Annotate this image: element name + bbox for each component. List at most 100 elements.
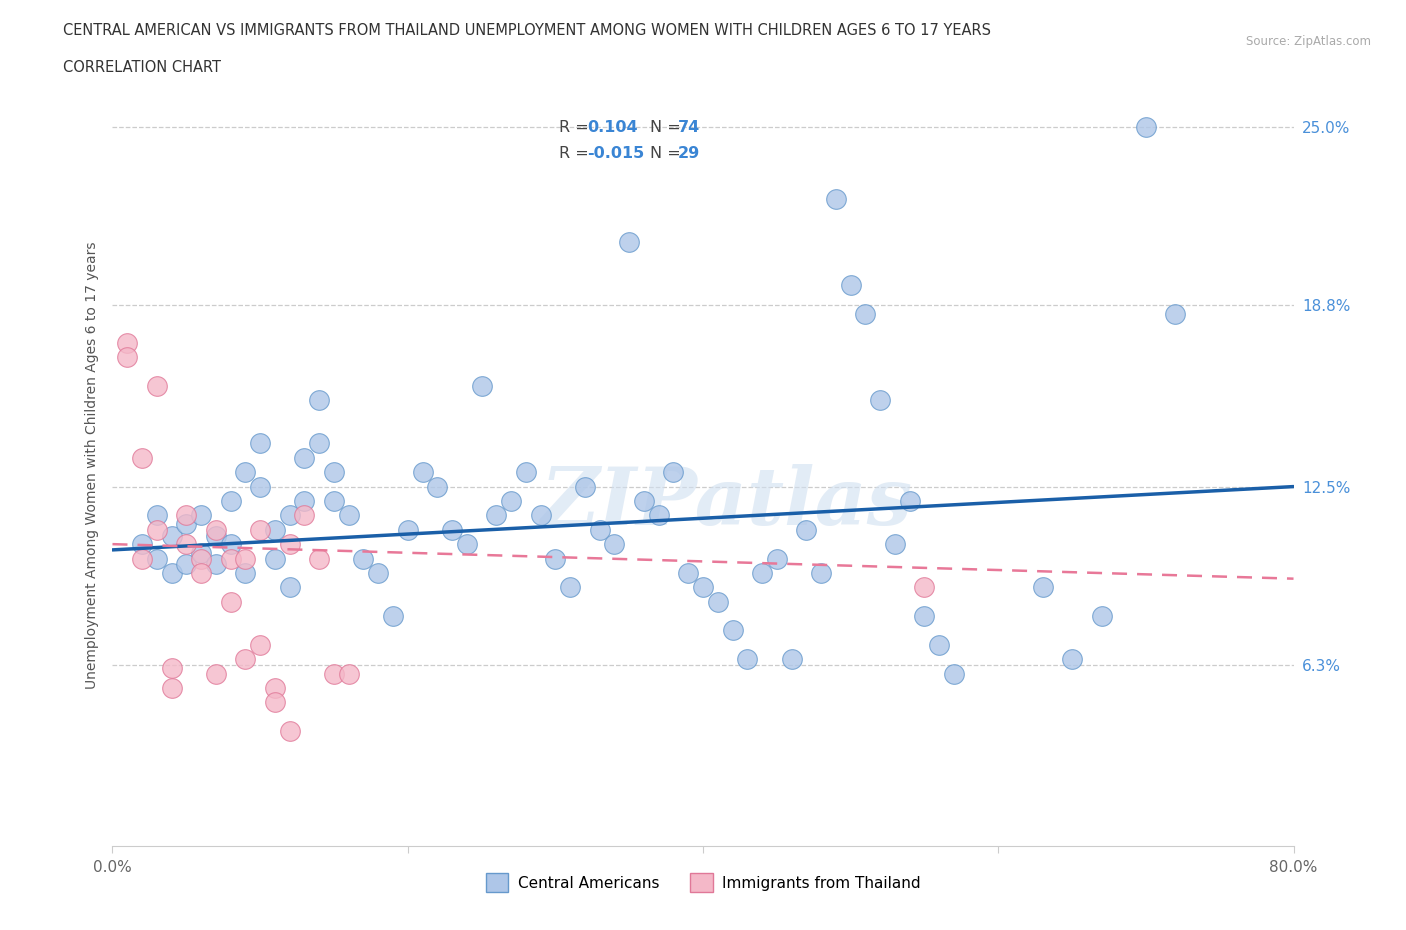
Point: [190, 565, 212, 580]
Point: [928, 637, 950, 652]
Point: [190, 508, 212, 523]
Point: [914, 580, 936, 595]
Point: [706, 594, 728, 609]
Point: [898, 494, 921, 509]
Point: [323, 666, 346, 681]
Point: [737, 652, 759, 667]
Point: [456, 537, 478, 551]
Point: [233, 465, 256, 480]
Point: [205, 528, 228, 543]
Text: -0.015: -0.015: [588, 146, 644, 162]
Point: [810, 565, 832, 580]
Point: [647, 508, 671, 523]
Point: [205, 666, 228, 681]
Point: [174, 508, 197, 523]
Point: [574, 479, 596, 494]
Point: [1091, 608, 1114, 623]
Point: [233, 652, 256, 667]
Point: [249, 436, 271, 451]
Point: [692, 580, 714, 595]
Point: [190, 551, 212, 566]
Point: [219, 537, 242, 551]
Text: N =: N =: [650, 120, 686, 136]
Point: [337, 666, 360, 681]
Point: [160, 565, 183, 580]
Point: [603, 537, 626, 551]
Point: [219, 551, 242, 566]
Point: [233, 565, 256, 580]
Point: [292, 494, 315, 509]
Text: Source: ZipAtlas.com: Source: ZipAtlas.com: [1246, 35, 1371, 48]
Text: N =: N =: [650, 146, 686, 162]
Point: [264, 681, 287, 696]
Point: [1164, 307, 1187, 322]
Point: [278, 537, 301, 551]
Point: [426, 479, 449, 494]
Point: [190, 545, 212, 560]
Point: [278, 580, 301, 595]
Point: [174, 516, 197, 531]
Point: [588, 523, 610, 538]
Point: [131, 450, 153, 465]
Point: [264, 551, 287, 566]
Point: [396, 523, 419, 538]
Point: [249, 479, 271, 494]
Point: [146, 379, 169, 393]
Point: [914, 608, 936, 623]
Text: ZIPatlas: ZIPatlas: [540, 464, 912, 542]
Y-axis label: Unemployment Among Women with Children Ages 6 to 17 years: Unemployment Among Women with Children A…: [84, 241, 98, 689]
Point: [292, 450, 315, 465]
Point: [824, 192, 846, 206]
Point: [485, 508, 508, 523]
Point: [219, 494, 242, 509]
Text: R =: R =: [560, 120, 593, 136]
Point: [174, 557, 197, 572]
Point: [839, 278, 862, 293]
Point: [278, 724, 301, 738]
Point: [411, 465, 433, 480]
Point: [633, 494, 655, 509]
Point: [146, 551, 169, 566]
Point: [308, 551, 330, 566]
Point: [117, 335, 138, 350]
Point: [796, 523, 818, 538]
Point: [205, 523, 228, 538]
Point: [470, 379, 494, 393]
Point: [558, 580, 582, 595]
Point: [544, 551, 567, 566]
Point: [780, 652, 803, 667]
Text: 29: 29: [678, 146, 700, 162]
Point: [160, 681, 183, 696]
Point: [619, 234, 641, 249]
Text: 0.104: 0.104: [588, 120, 638, 136]
Point: [337, 508, 360, 523]
Point: [367, 565, 389, 580]
Point: [292, 508, 315, 523]
Point: [501, 494, 523, 509]
Point: [308, 436, 330, 451]
Text: 74: 74: [678, 120, 700, 136]
Point: [160, 528, 183, 543]
Point: [1062, 652, 1084, 667]
Point: [249, 523, 271, 538]
Point: [751, 565, 773, 580]
Point: [174, 537, 197, 551]
Point: [205, 557, 228, 572]
Point: [146, 508, 169, 523]
Legend: Central Americans, Immigrants from Thailand: Central Americans, Immigrants from Thail…: [478, 866, 928, 899]
Point: [264, 523, 287, 538]
Point: [352, 551, 374, 566]
Point: [323, 494, 346, 509]
Point: [219, 594, 242, 609]
Point: [515, 465, 537, 480]
Point: [131, 551, 153, 566]
Point: [249, 637, 271, 652]
Point: [529, 508, 551, 523]
Text: CORRELATION CHART: CORRELATION CHART: [63, 60, 221, 75]
Point: [884, 537, 907, 551]
Point: [1135, 119, 1157, 134]
Text: CENTRAL AMERICAN VS IMMIGRANTS FROM THAILAND UNEMPLOYMENT AMONG WOMEN WITH CHILD: CENTRAL AMERICAN VS IMMIGRANTS FROM THAI…: [63, 23, 991, 38]
Point: [441, 523, 464, 538]
Point: [117, 350, 138, 365]
Point: [160, 660, 183, 675]
